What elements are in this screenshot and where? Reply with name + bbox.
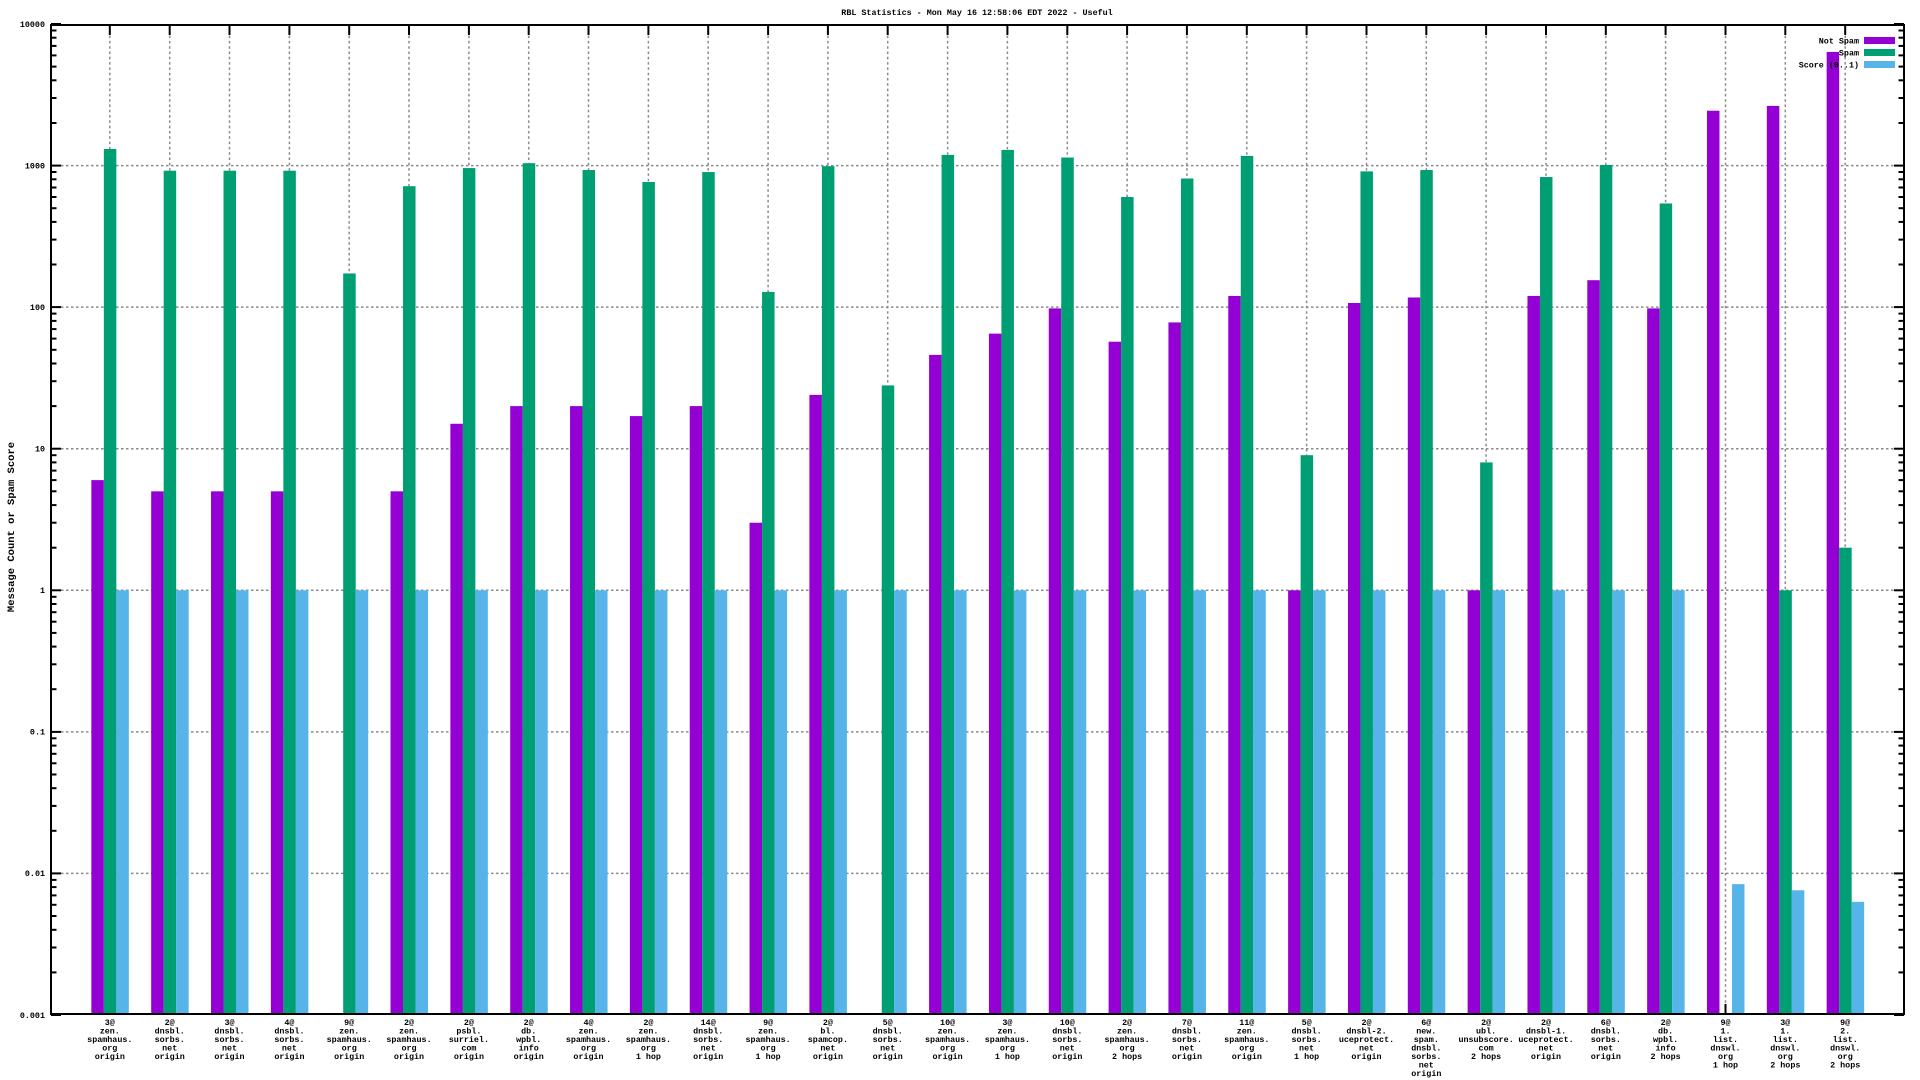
svg-text:RBL Statistics - Mon May 16 12: RBL Statistics - Mon May 16 12:58:06 EDT… [841,8,1112,18]
svg-text:Spam: Spam [1839,48,1859,58]
svg-text:0.1: 0.1 [30,728,45,738]
svg-text:Not Spam: Not Spam [1819,36,1859,46]
svg-text:0.001: 0.001 [20,1011,45,1021]
svg-text:1000: 1000 [25,161,45,171]
svg-text:1: 1 [40,586,45,596]
svg-text:Message Count or Spam Score: Message Count or Spam Score [6,442,18,612]
svg-text:Score (0..1): Score (0..1) [1799,60,1859,70]
svg-text:100: 100 [30,303,45,313]
svg-text:10: 10 [35,445,45,455]
svg-text:0.01: 0.01 [25,869,45,879]
svg-text:10000: 10000 [20,20,45,30]
